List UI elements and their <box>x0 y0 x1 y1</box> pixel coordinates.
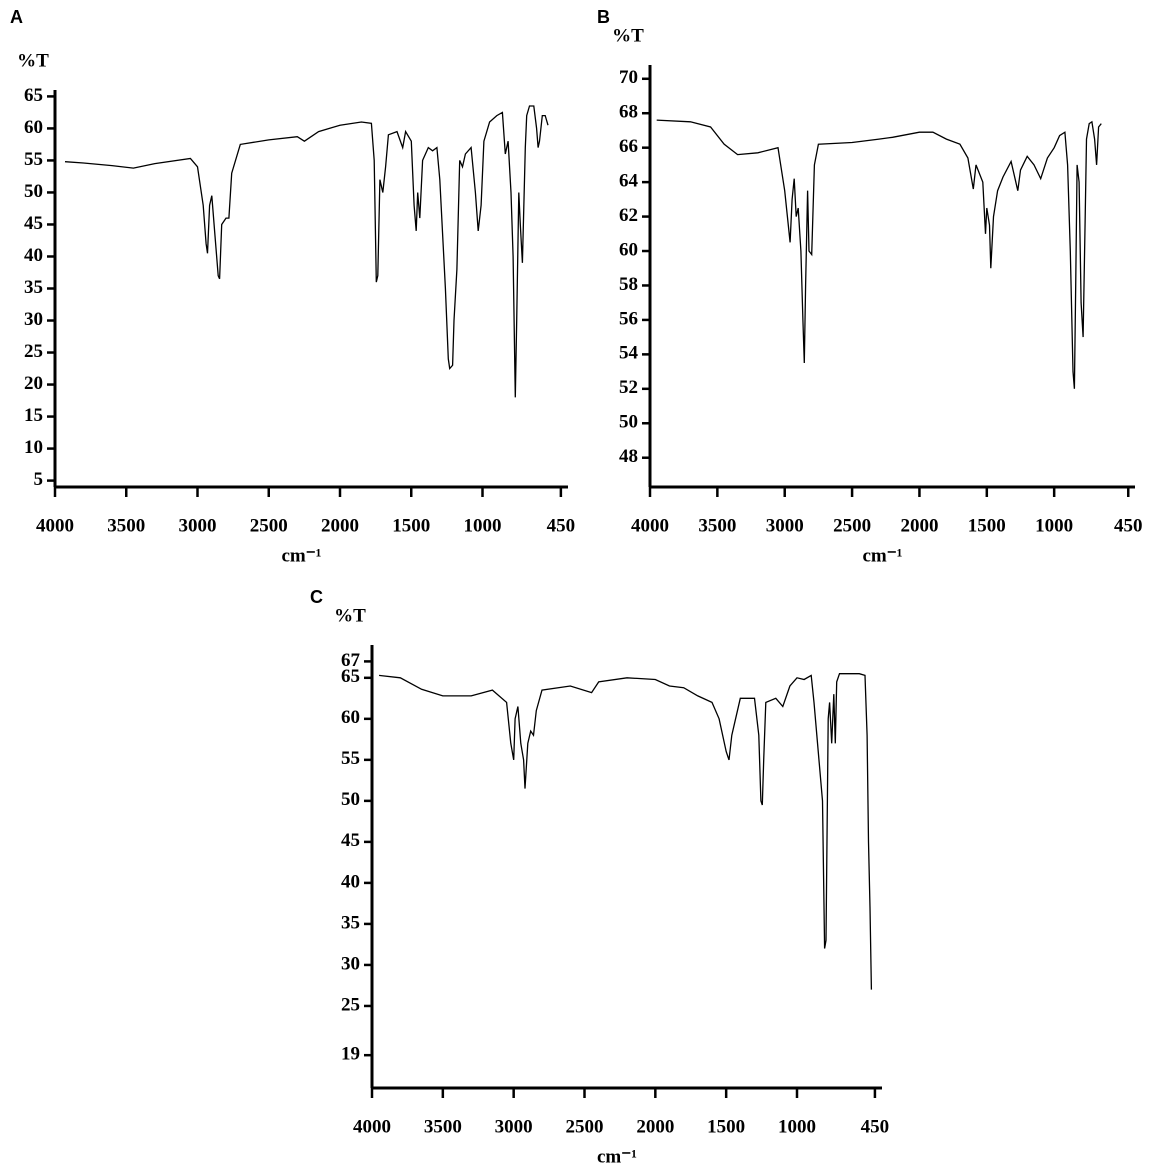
x-axis-label: cm⁻¹ <box>863 545 903 566</box>
x-tick-label: 2000 <box>900 515 938 536</box>
x-axis-label: cm⁻¹ <box>597 1146 637 1167</box>
x-tick-label: 4000 <box>353 1116 391 1137</box>
y-tick-label: 55 <box>24 149 43 170</box>
y-tick-label: 50 <box>341 789 360 810</box>
y-tick-label: 65 <box>24 85 43 106</box>
y-tick-label: 50 <box>24 181 43 202</box>
y-tick-label: 60 <box>341 707 360 728</box>
y-tick-label: 5 <box>34 469 44 490</box>
x-tick-label: 1000 <box>464 515 502 536</box>
x-tick-label: 3500 <box>107 515 145 536</box>
x-tick-label: 1500 <box>968 515 1006 536</box>
y-tick-label: 55 <box>341 748 360 769</box>
y-axis-label: %T <box>612 25 644 46</box>
y-tick-label: 66 <box>619 136 638 157</box>
x-tick-label: 450 <box>547 515 576 536</box>
y-tick-label: 10 <box>24 437 43 458</box>
y-axis-label: %T <box>334 605 366 626</box>
y-tick-label: 25 <box>24 341 43 362</box>
y-tick-label: 70 <box>619 67 638 88</box>
x-tick-label: 3500 <box>424 1116 462 1137</box>
spectrum-line <box>379 673 873 990</box>
y-tick-label: 19 <box>341 1044 360 1065</box>
panel-label: A <box>10 7 23 27</box>
x-axis-label: cm⁻¹ <box>282 545 322 566</box>
y-tick-label: 30 <box>24 309 43 330</box>
y-tick-label: 48 <box>619 446 638 467</box>
x-tick-label: 4000 <box>631 515 669 536</box>
y-tick-label: 30 <box>341 953 360 974</box>
y-tick-label: 45 <box>24 213 43 234</box>
y-tick-label: 56 <box>619 308 638 329</box>
y-tick-label: 62 <box>619 205 638 226</box>
x-tick-label: 2000 <box>636 1116 674 1137</box>
y-axis-label: %T <box>17 50 49 71</box>
y-tick-label: 64 <box>619 170 639 191</box>
x-tick-label: 450 <box>861 1116 890 1137</box>
y-tick-label: 35 <box>341 912 360 933</box>
panel-label: C <box>310 587 323 607</box>
x-tick-label: 450 <box>1114 515 1143 536</box>
x-tick-label: 2500 <box>833 515 871 536</box>
y-tick-label: 60 <box>619 239 638 260</box>
x-tick-label: 3500 <box>698 515 736 536</box>
x-tick-label: 3000 <box>179 515 217 536</box>
y-tick-label: 50 <box>619 412 638 433</box>
y-tick-label: 58 <box>619 274 638 295</box>
x-tick-label: 3000 <box>495 1116 533 1137</box>
x-tick-label: 3000 <box>766 515 804 536</box>
y-tick-label: 40 <box>341 871 360 892</box>
y-tick-label: 25 <box>341 994 360 1015</box>
x-tick-label: 2000 <box>321 515 359 536</box>
y-tick-label: 67 <box>341 650 361 671</box>
y-tick-label: 20 <box>24 373 43 394</box>
y-tick-label: 68 <box>619 102 638 123</box>
y-tick-label: 40 <box>24 245 43 266</box>
y-tick-label: 65 <box>341 666 360 687</box>
x-tick-label: 2500 <box>250 515 288 536</box>
y-tick-label: 35 <box>24 277 43 298</box>
panel-label: B <box>597 7 610 27</box>
y-tick-label: 52 <box>619 377 638 398</box>
y-tick-label: 45 <box>341 830 360 851</box>
x-tick-label: 4000 <box>36 515 74 536</box>
y-tick-label: 54 <box>619 343 639 364</box>
x-tick-label: 1000 <box>1035 515 1073 536</box>
spectrum-line <box>64 105 549 398</box>
x-tick-label: 2500 <box>566 1116 604 1137</box>
y-tick-label: 60 <box>24 117 43 138</box>
x-tick-label: 1500 <box>392 515 430 536</box>
y-tick-label: 15 <box>24 405 43 426</box>
x-tick-label: 1500 <box>707 1116 745 1137</box>
spectrum-line <box>656 119 1102 389</box>
x-tick-label: 1000 <box>778 1116 816 1137</box>
